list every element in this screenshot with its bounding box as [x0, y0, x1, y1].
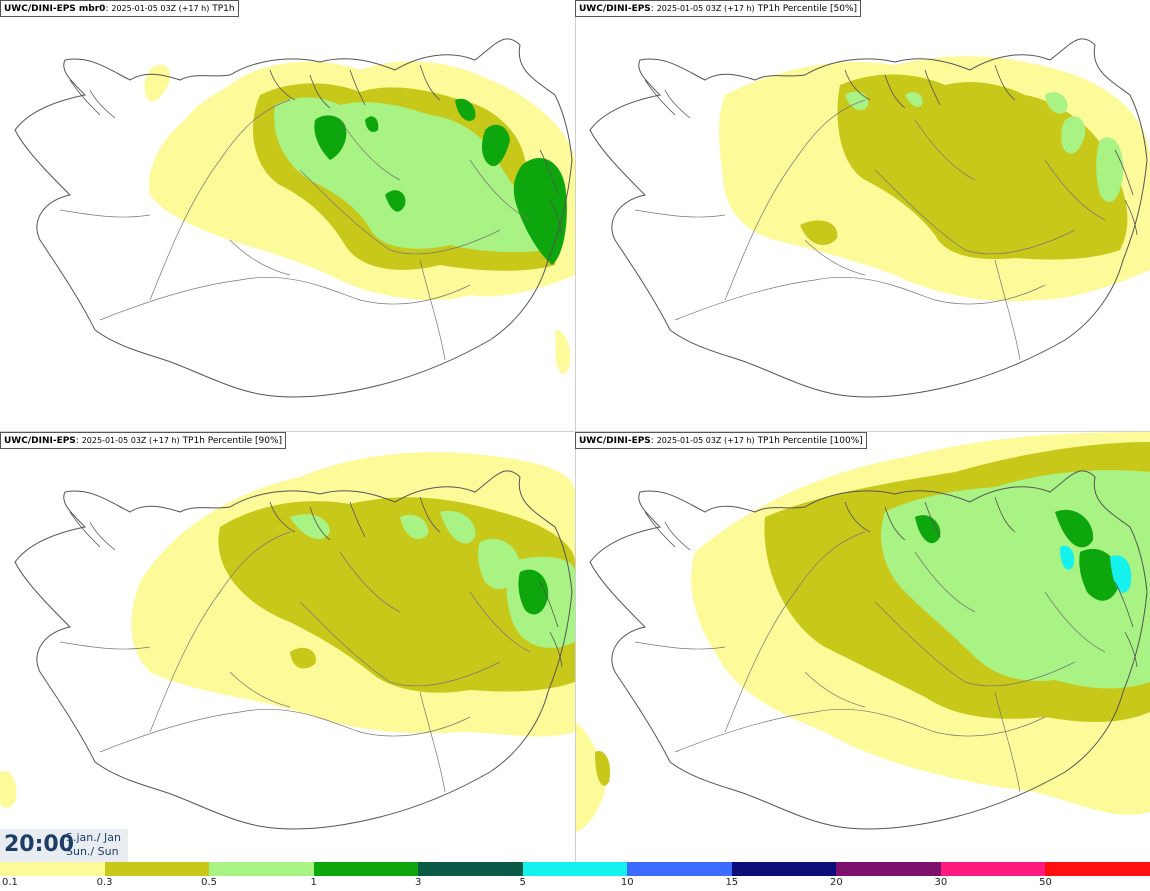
map-panel-p90: UWC/DINI-EPS: 2025-01-05 03Z (+17 h) TP1…	[0, 432, 575, 862]
valid-date: 5.jan./ Jan Sun./ Sun	[66, 831, 121, 859]
colorbar-tick-label: 5	[519, 877, 526, 888]
colorbar-swatch	[731, 862, 837, 876]
colorbar-tick-label: 50	[1039, 877, 1052, 888]
precip-map	[14, 38, 575, 398]
valid-day-line: Sun./ Sun	[66, 845, 119, 858]
colorbar-swatch	[522, 862, 628, 876]
colorbar-swatch	[313, 862, 419, 876]
precip-map	[0, 452, 575, 830]
iceland-coastline	[14, 38, 573, 398]
colorbar-swatch	[627, 862, 732, 876]
colorbar-tick-label: 10	[620, 877, 634, 888]
panel-title: UWC/DINI-EPS: 2025-01-05 03Z (+17 h) TP1…	[0, 432, 287, 449]
colorbar-swatch	[104, 862, 210, 876]
precipitation-field	[719, 56, 1150, 302]
colorbar-swatch	[940, 862, 1046, 876]
colorbar-tick-label: 3	[414, 877, 422, 888]
valid-time: 20:00	[4, 832, 75, 857]
colorbar-tick-label: 15	[725, 877, 739, 888]
colorbar-tick-label: 30	[934, 877, 948, 888]
panel-title: UWC/DINI-EPS: 2025-01-05 03Z (+17 h) TP1…	[575, 432, 867, 449]
map-panel-p100: UWC/DINI-EPS: 2025-01-05 03Z (+17 h) TP1…	[575, 432, 1150, 862]
panel-title: UWC/DINI-EPS: 2025-01-05 03Z (+17 h) TP1…	[575, 0, 862, 17]
valid-date-line: 5.jan./ Jan	[66, 831, 121, 844]
colorbar-swatch	[209, 862, 314, 876]
precip-colorbar	[0, 862, 1150, 876]
precipitation-field	[144, 61, 575, 375]
map-panel-mbr0: UWC/DINI-EPS mbr0: 2025-01-05 03Z (+17 h…	[0, 0, 575, 430]
colorbar-swatch	[0, 862, 105, 876]
valid-time-box: 20:00 5.jan./ Jan Sun./ Sun	[0, 829, 128, 862]
iceland-coastline	[14, 470, 573, 830]
colorbar-tick-label: 1	[310, 877, 317, 888]
precip-map	[589, 38, 1150, 398]
iceland-coastline	[589, 38, 1148, 398]
colorbar-ticks: 0.1 0.3 0.5 1 3 5 10 15 20 30 50	[0, 877, 1150, 891]
colorbar-swatch	[836, 862, 941, 876]
precipitation-field	[0, 452, 575, 808]
colorbar-swatch	[1045, 862, 1150, 876]
colorbar-swatch	[418, 862, 523, 876]
panel-divider-horizontal	[0, 431, 1150, 432]
map-panel-p50: UWC/DINI-EPS: 2025-01-05 03Z (+17 h) TP1…	[575, 0, 1150, 430]
colorbar-tick-label: 0.1	[2, 877, 18, 888]
panel-title: UWC/DINI-EPS mbr0: 2025-01-05 03Z (+17 h…	[0, 0, 239, 17]
colorbar-tick-label: 0.5	[201, 877, 218, 888]
iceland-coastline	[589, 470, 1148, 830]
precipitation-field	[575, 432, 1150, 832]
precip-map	[575, 432, 1150, 832]
colorbar-tick-label: 20	[829, 877, 843, 888]
colorbar-tick-label: 0.3	[96, 877, 113, 888]
